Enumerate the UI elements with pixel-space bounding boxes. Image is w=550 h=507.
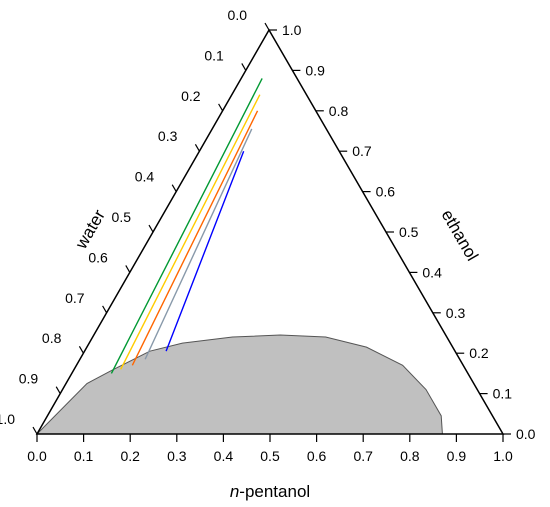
bottom-tick-label: 0.6	[307, 448, 327, 464]
right-tick-label: 0.4	[422, 264, 442, 280]
left-axis-title: water	[71, 206, 109, 253]
tie-lines-layer	[110, 78, 263, 374]
left-tick-label: 0.8	[42, 330, 62, 346]
left-tick	[102, 305, 108, 314]
right-tick-label: 0.6	[376, 184, 396, 200]
right-tick-label: 0.5	[399, 224, 419, 240]
two-phase-region-layer	[35, 334, 443, 435]
left-tick	[218, 103, 224, 112]
left-tick	[171, 184, 177, 192]
left-tick-label: 0.4	[135, 169, 155, 185]
right-tick-label: 0.2	[469, 345, 489, 361]
tie-line-4	[144, 128, 253, 360]
right-tick-label: 0.9	[305, 62, 325, 78]
right-tick-label: 0.1	[493, 386, 513, 402]
bottom-tick-label: 0.0	[27, 448, 47, 464]
left-tick-label: 0.6	[88, 249, 108, 265]
bottom-tick-label: 0.8	[400, 448, 420, 464]
bottom-tick-label: 0.4	[214, 448, 234, 464]
right-tick-label: 0.0	[516, 426, 536, 442]
bottom-tick-label: 0.1	[74, 448, 94, 464]
bottom-tick-label: 0.5	[260, 448, 280, 464]
left-tick	[55, 386, 61, 394]
bottom-axis-title: n-pentanol	[230, 482, 310, 501]
left-tick	[125, 265, 131, 273]
left-tick	[148, 224, 154, 233]
right-axis-title: ethanol	[438, 206, 482, 264]
bottom-tick-label: 1.0	[493, 448, 513, 464]
left-tick-label: 0.3	[158, 128, 178, 144]
right-tick-label: 1.0	[282, 22, 302, 38]
left-tick	[32, 426, 38, 435]
tie-line-1	[110, 78, 263, 374]
left-tick	[194, 143, 200, 152]
bottom-tick-label: 0.3	[167, 448, 187, 464]
tie-line-2	[120, 94, 261, 370]
left-tick	[78, 345, 84, 354]
left-tick	[264, 22, 270, 31]
left-tick-label: 1.0	[0, 411, 15, 427]
left-tick-label: 0.0	[228, 7, 248, 23]
right-tick-label: 0.7	[352, 143, 372, 159]
tie-line-3	[131, 110, 259, 366]
ticks-layer: 0.0 0.1 0.2 0.3 0.4 0.5 0.6 0.7 0.8 0.9 1.00.00.10…	[0, 7, 536, 464]
right-tick-label: 0.3	[446, 305, 466, 321]
left-tick-label: 0.5	[112, 209, 132, 225]
left-tick-label: 0.1	[204, 47, 224, 63]
bottom-tick-label: 0.9	[447, 448, 467, 464]
two-phase-region	[35, 334, 443, 435]
left-tick-label: 0.2	[181, 88, 201, 104]
left-tick-label: 0.7	[65, 290, 85, 306]
left-tick-label: 0.9	[19, 371, 39, 387]
right-tick-label: 0.8	[329, 103, 349, 119]
bottom-tick-label: 0.7	[353, 448, 373, 464]
tie-line-5	[165, 150, 245, 352]
bottom-tick-label: 0.2	[120, 448, 140, 464]
left-tick	[241, 63, 247, 71]
